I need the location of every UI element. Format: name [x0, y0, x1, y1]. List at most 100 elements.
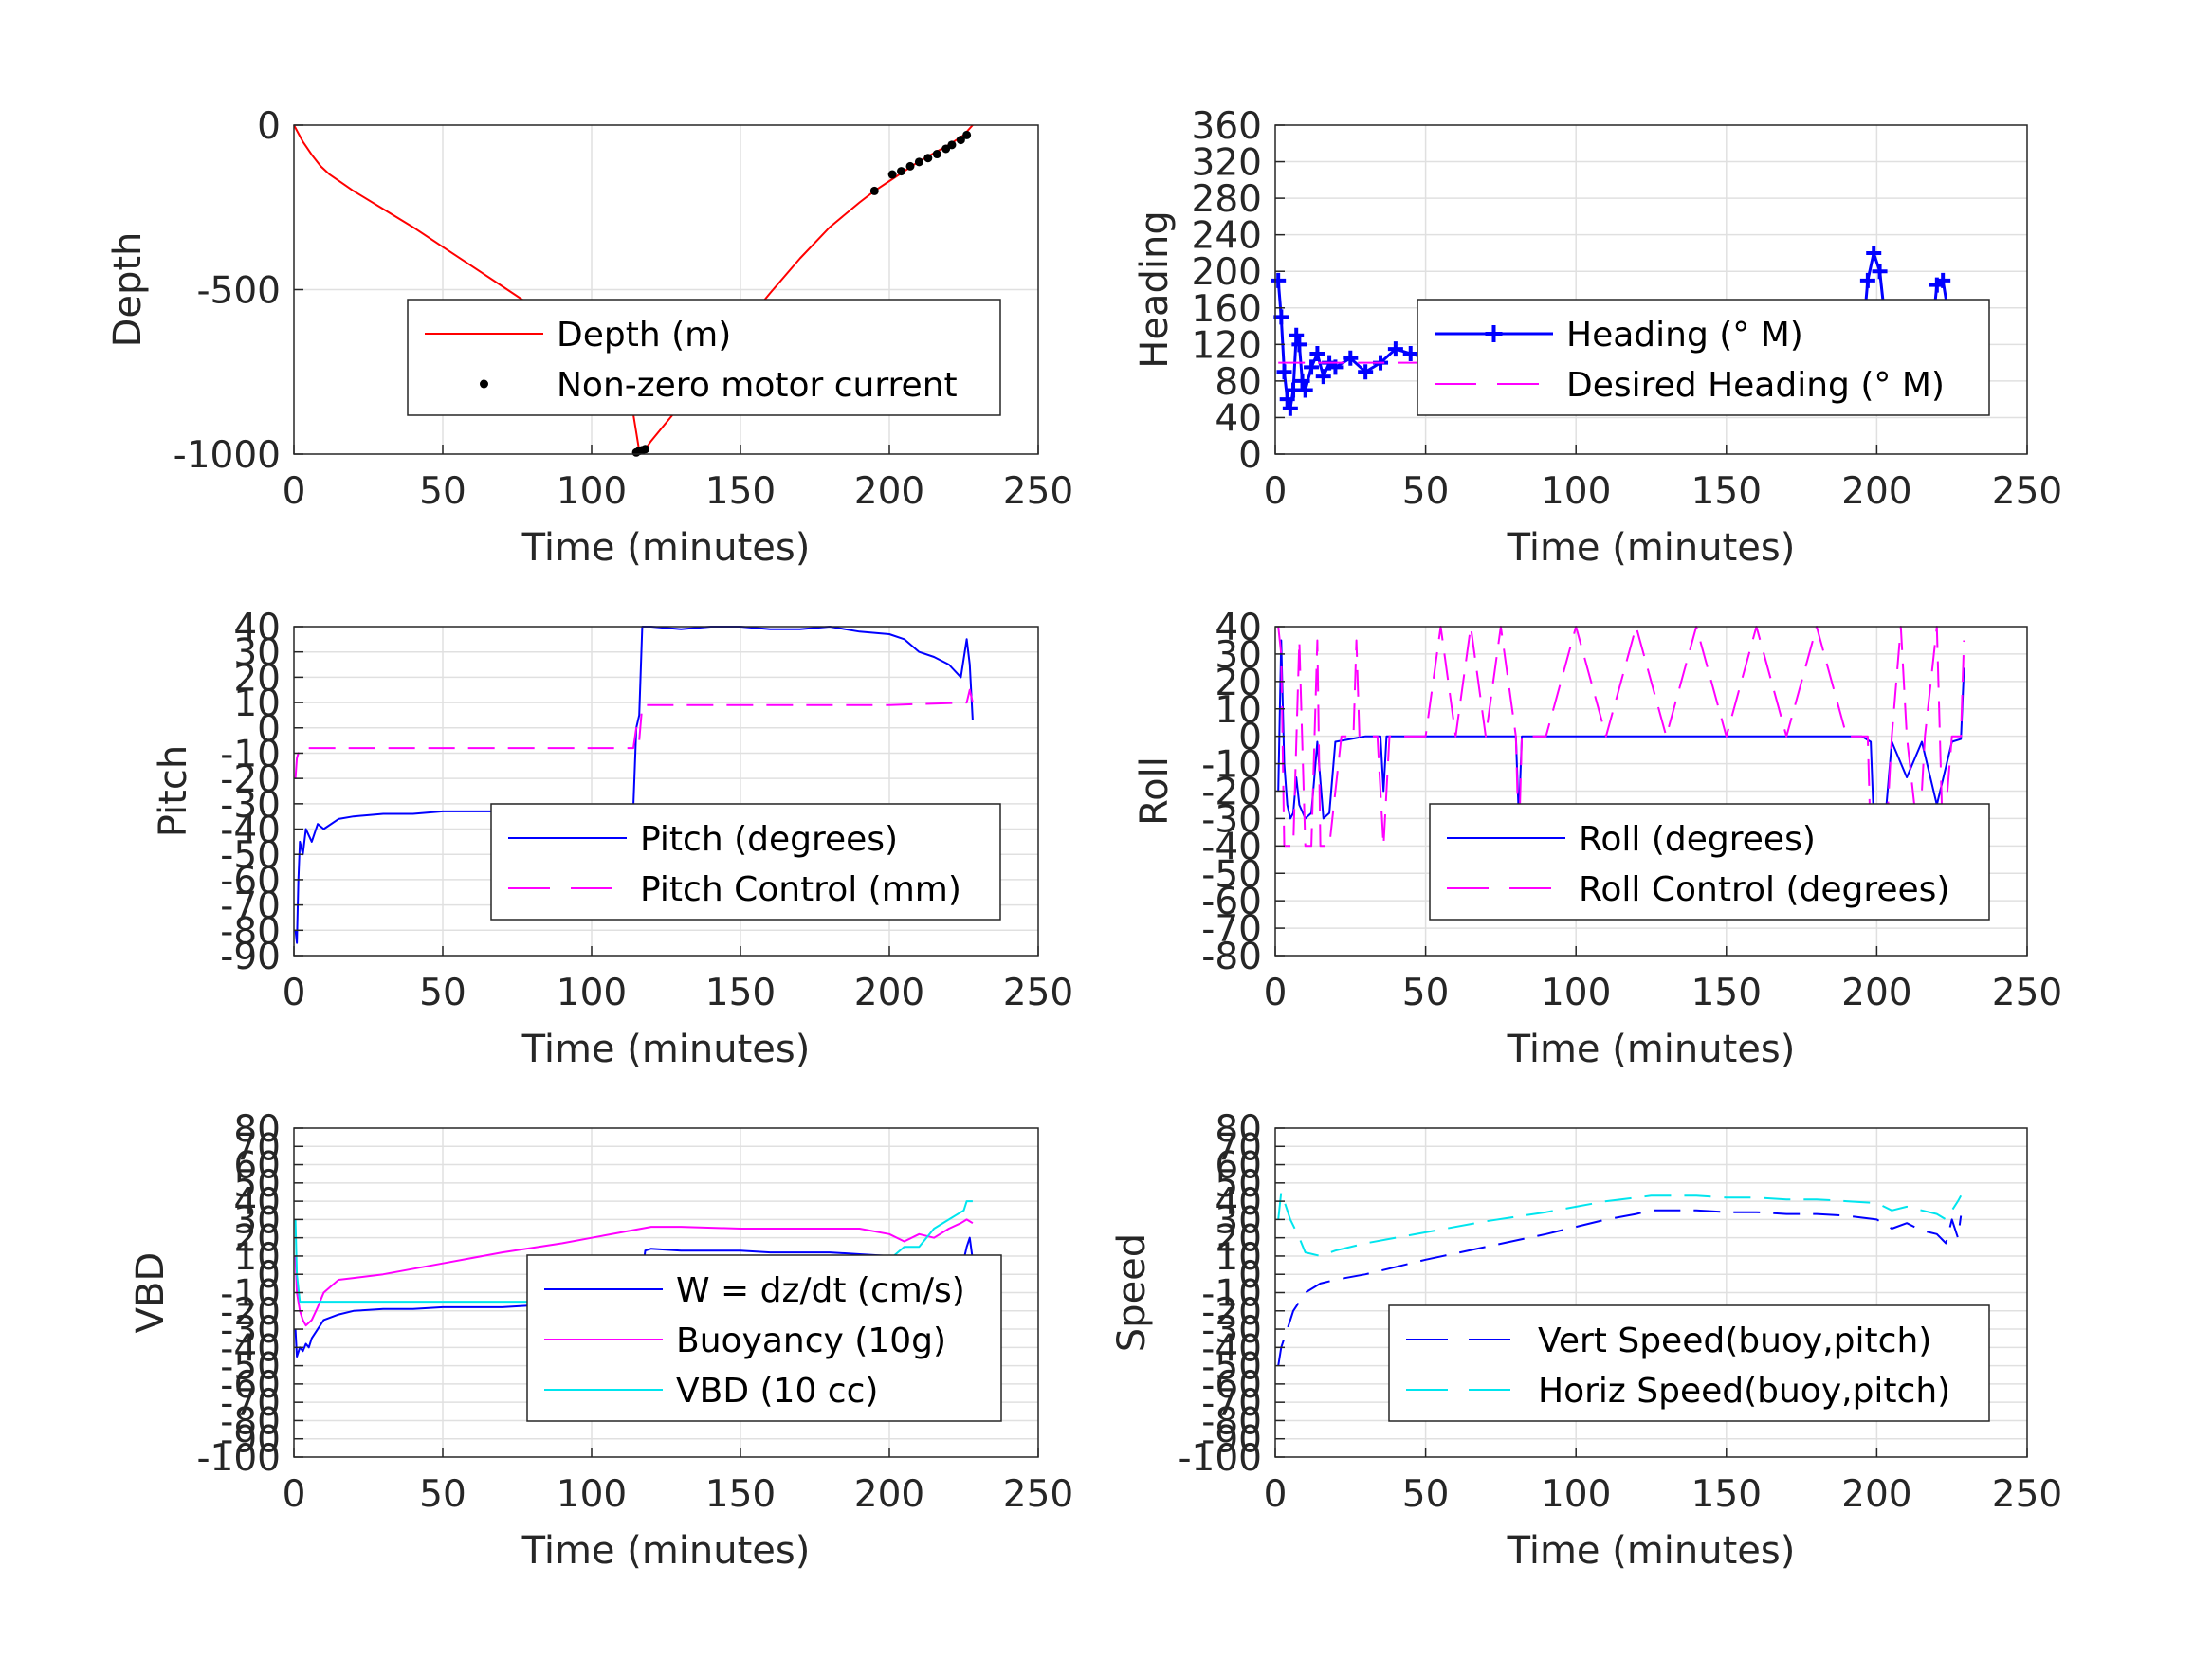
x-tick-label: 0 [283, 470, 306, 513]
y-tick-label: -100 [1178, 1437, 1262, 1480]
data-point [1297, 382, 1313, 398]
y-tick-label: -70 [1201, 1382, 1262, 1425]
data-point [1309, 345, 1325, 361]
data-point [914, 157, 923, 167]
y-tick-label: -30 [1201, 1309, 1262, 1352]
data-point [947, 140, 957, 150]
series-line [294, 688, 974, 779]
data-point [1866, 245, 1882, 261]
y-tick-label: -100 [196, 1437, 281, 1480]
y-tick-label: -40 [1201, 1327, 1262, 1370]
x-tick-label: 50 [419, 1473, 466, 1516]
y-tick-label: 50 [1215, 1163, 1262, 1206]
data-point [956, 136, 965, 145]
x-tick-label: 250 [1992, 470, 2062, 513]
y-tick-label: 240 [1192, 215, 1262, 258]
y-tick-label: 0 [1238, 717, 1262, 759]
legend: Depth (m) Non-zero motor current [407, 299, 1001, 416]
legend-label: Roll (degrees) [1579, 820, 1816, 859]
x-tick-label: 150 [1691, 470, 1762, 513]
series-layer [1277, 1191, 1963, 1366]
y-tick-label: -20 [1201, 772, 1262, 814]
y-tick-label: -10 [220, 1273, 281, 1316]
legend-box [1417, 299, 1990, 416]
legend: Heading (° M) Desired Heading (° M) [1417, 299, 1990, 416]
axes-frame [293, 626, 1039, 957]
y-tick-label: 20 [1215, 1218, 1262, 1261]
y-tick-label: 0 [1238, 1254, 1262, 1297]
x-tick-label: 100 [1541, 1473, 1611, 1516]
data-point [1387, 341, 1403, 357]
y-tick-label: 360 [1192, 105, 1262, 148]
y-tick-label: 10 [1215, 689, 1262, 732]
data-point [1304, 359, 1320, 375]
y-tick-label: -500 [196, 270, 281, 313]
data-point [932, 150, 941, 159]
y-tick-label: -1000 [174, 434, 281, 477]
y-tick-label: 80 [233, 1108, 281, 1151]
x-axis-label: Time (minutes) [1507, 1028, 1796, 1071]
chart-vbd: 0 50 100 150 200 250-100-90-80-70-60-50-40-30… [129, 1108, 1073, 1573]
legend-box [490, 803, 1001, 921]
y-tick-label: 10 [233, 683, 281, 725]
chart-speed: 0 50 100 150 200 250-100-90-80-70-60-50-40-30… [1110, 1108, 2062, 1573]
y-tick-label: 0 [257, 1254, 281, 1297]
y-tick-label: -10 [1201, 1273, 1262, 1316]
y-tick-label: -30 [220, 784, 281, 827]
data-point [1273, 309, 1289, 325]
y-tick-label: -30 [1201, 798, 1262, 841]
y-tick-label: 10 [233, 1236, 281, 1279]
data-point [1859, 272, 1875, 288]
y-tick-label: -20 [220, 1291, 281, 1334]
data-point [1343, 350, 1359, 366]
y-tick-label: -70 [220, 885, 281, 928]
data-point [1271, 272, 1287, 288]
chart-roll: 0 50 100 150 200 250-80-70-60-50-40-30-20-100… [1133, 607, 2062, 1071]
legend-label: Depth (m) [557, 316, 731, 355]
x-tick-label: 50 [1402, 972, 1450, 1014]
data-point [1358, 364, 1374, 380]
y-tick-label: 0 [257, 105, 281, 148]
y-tick-label: -40 [1201, 826, 1262, 868]
y-tick-label: 280 [1192, 178, 1262, 221]
x-tick-label: 200 [1841, 1473, 1911, 1516]
x-tick-label: 0 [1264, 1473, 1288, 1516]
data-point [1872, 264, 1888, 280]
legend-label: Non-zero motor current [557, 366, 958, 405]
chart-heading: 0 50 100 150 200 2500408012016020024028032036… [1133, 105, 2062, 570]
x-tick-label: 50 [1402, 1473, 1450, 1516]
x-axis-label: Time (minutes) [1507, 1529, 1796, 1573]
x-tick-label: 100 [557, 1473, 627, 1516]
data-point [641, 445, 650, 454]
legend-label: Heading (° M) [1566, 316, 1803, 355]
legend-label: Roll Control (degrees) [1579, 870, 1949, 909]
series-line [294, 1218, 974, 1327]
series-pitch-1 [294, 688, 974, 779]
y-tick-label: 160 [1192, 288, 1262, 331]
y-tick-label: 60 [1215, 1145, 1262, 1188]
y-tick-label: -90 [220, 936, 281, 978]
legend-label: Pitch Control (mm) [640, 870, 961, 909]
y-tick-label: -40 [220, 810, 281, 852]
axes-frame [1274, 124, 2028, 455]
legend-label: Pitch (degrees) [640, 820, 898, 859]
legend-label: Desired Heading (° M) [1566, 366, 1945, 405]
y-tick-label: 40 [1215, 607, 1262, 649]
y-tick-label: -60 [1201, 881, 1262, 923]
y-axis-label: Roll [1133, 757, 1177, 826]
y-tick-label: -50 [220, 834, 281, 877]
data-point [1279, 392, 1295, 408]
y-tick-label: 30 [233, 632, 281, 675]
x-tick-label: 200 [1841, 972, 1911, 1014]
y-tick-label: 0 [1238, 434, 1262, 477]
x-tick-label: 100 [1541, 972, 1611, 1014]
data-point [869, 186, 879, 195]
series-speed-1 [1277, 1191, 1963, 1257]
series-speed-0 [1277, 1209, 1963, 1366]
y-tick-label: -90 [220, 1419, 281, 1462]
x-tick-label: 100 [1541, 470, 1611, 513]
x-tick-label: 150 [705, 1473, 776, 1516]
legend-marker [1485, 325, 1503, 342]
series-vbd-1 [294, 1218, 974, 1327]
